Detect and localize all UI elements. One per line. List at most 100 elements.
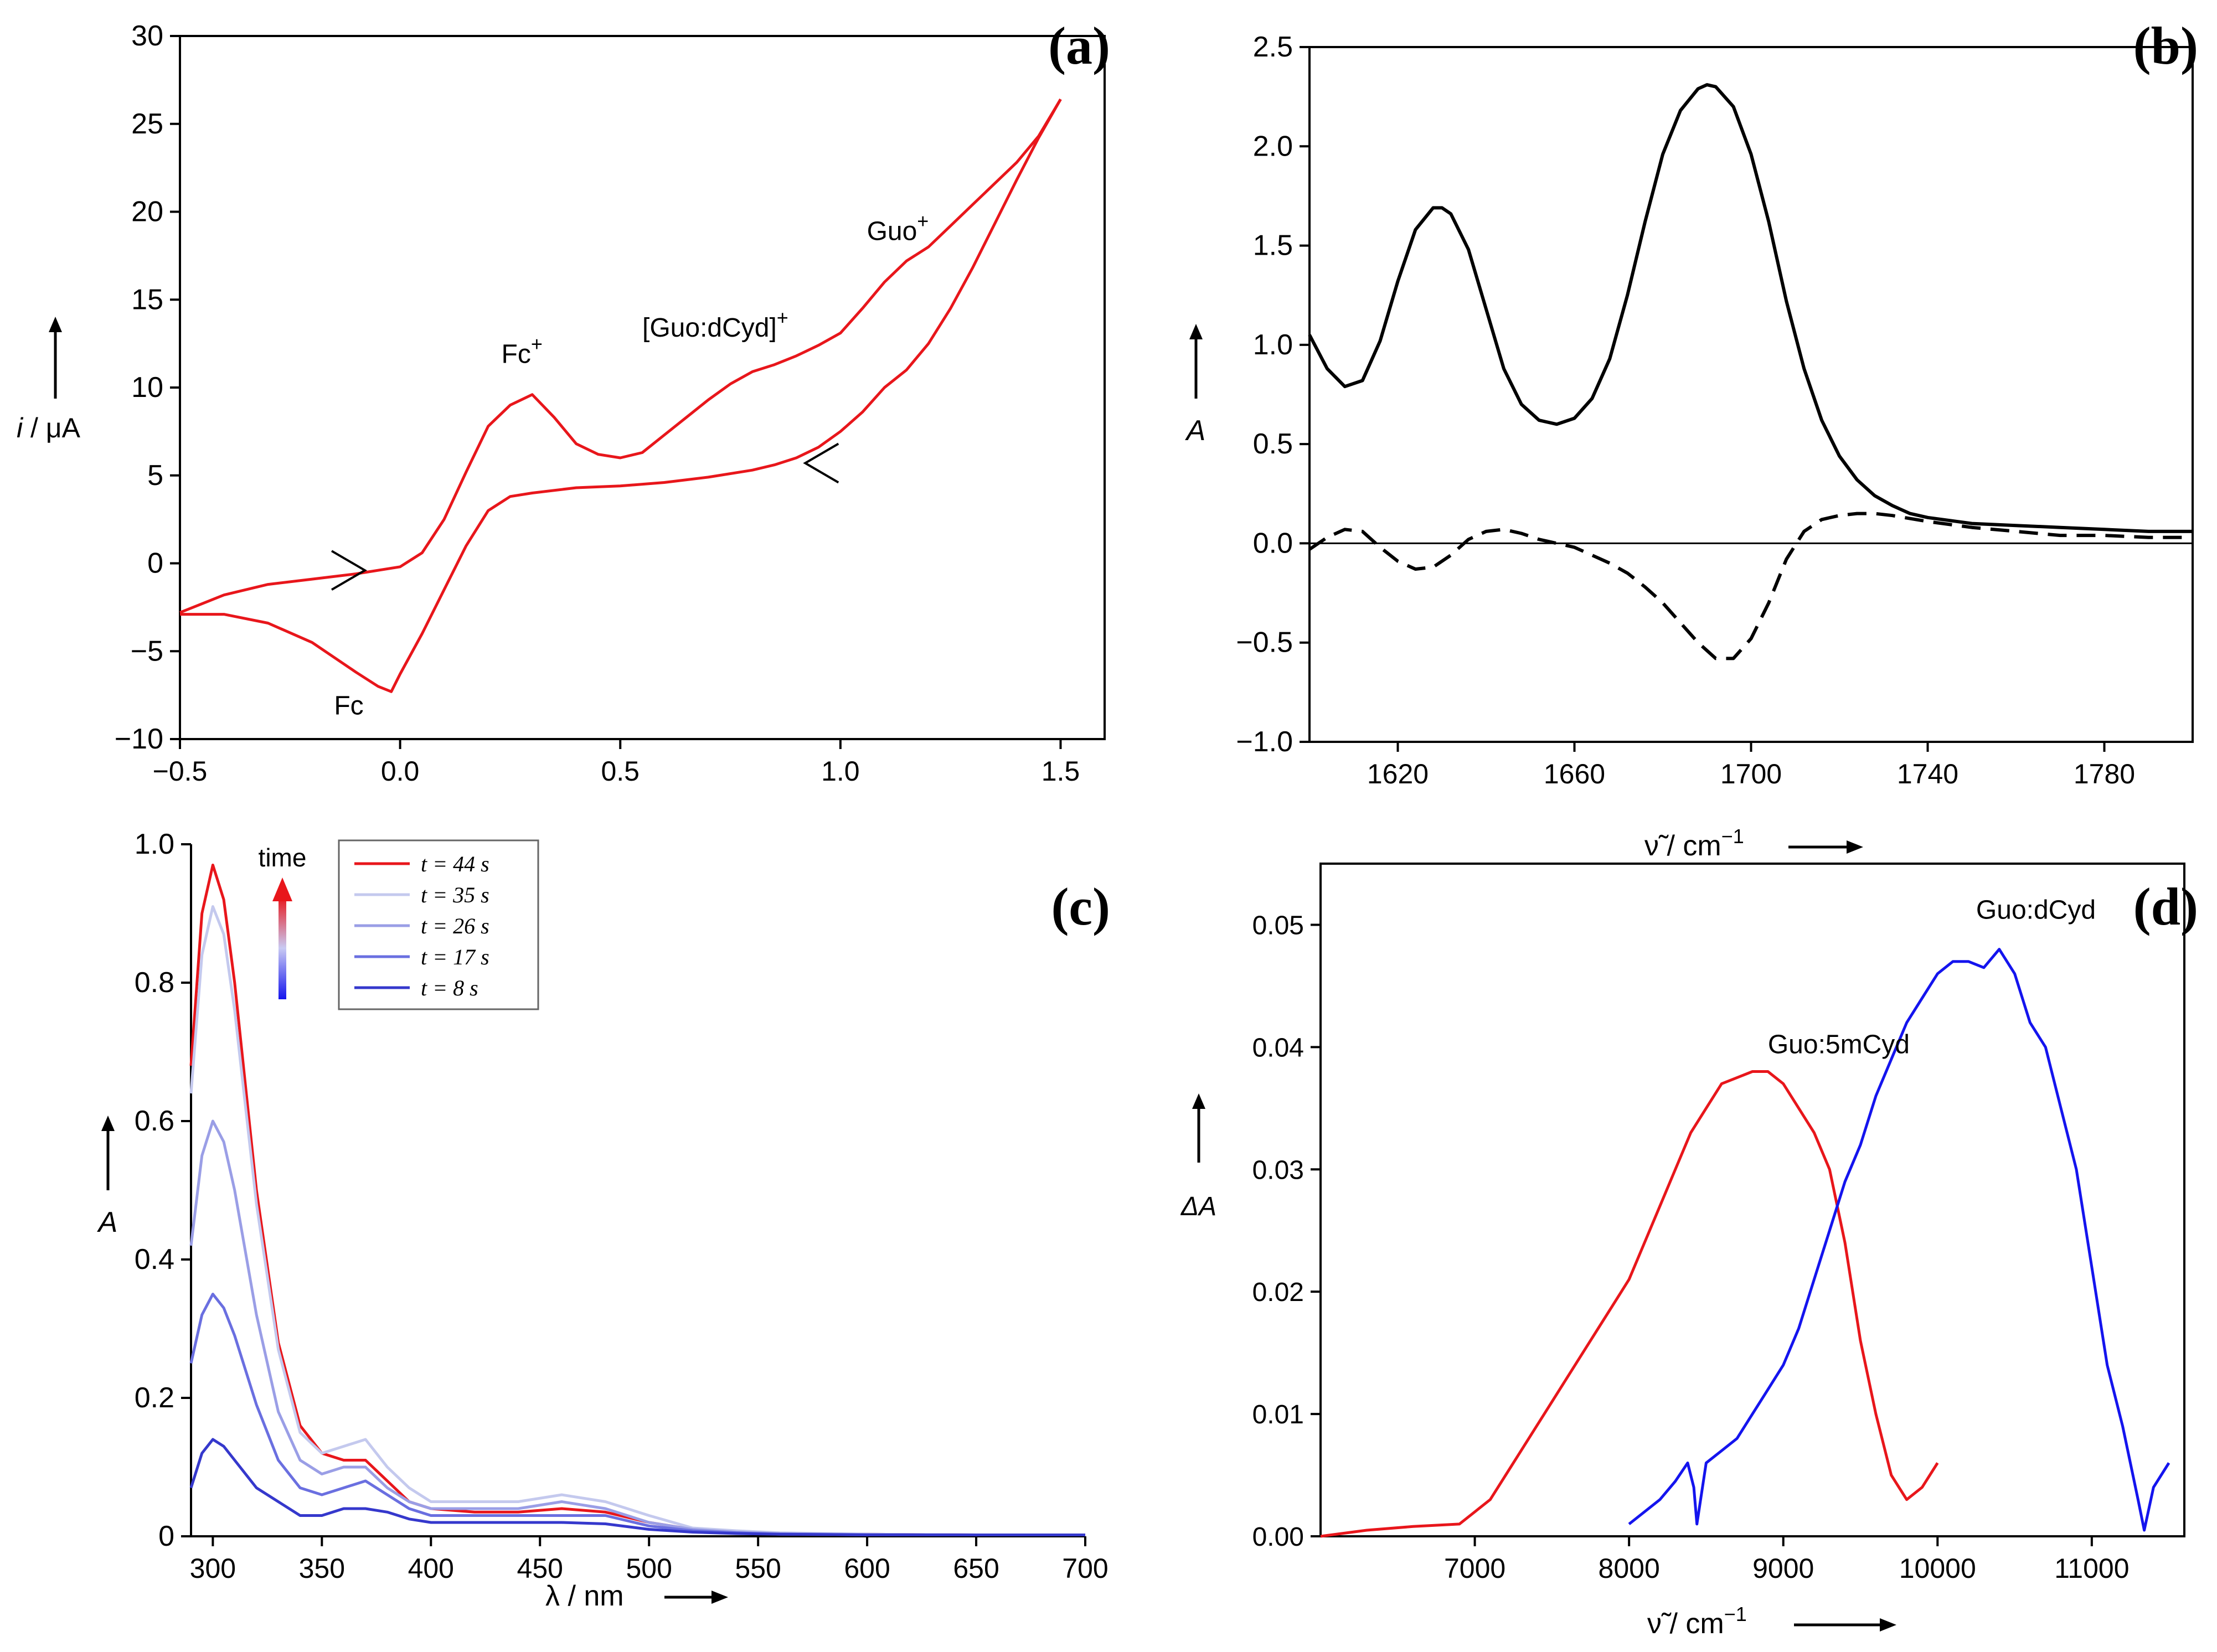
panel-d-plot: Guo:5mCyd Guo:dCyd — [1320, 895, 2170, 1538]
annotation-text: Guo:5mCyd — [1768, 1030, 1910, 1059]
panel-b-xlabel: ν̃ / cm — [1644, 830, 1721, 862]
y-tick-label: 0.01 — [1252, 1400, 1304, 1429]
legend-label: t = 44 s — [421, 851, 489, 876]
x-axis-arrow-icon — [1880, 1618, 1896, 1632]
annotation-text: Fc — [334, 691, 363, 721]
panel-a-plot: Fc+[Guo:dCyd]+Guo+Fc — [179, 99, 1062, 721]
legend-label: t = 35 s — [421, 882, 489, 907]
annotation-sup: + — [917, 209, 929, 232]
series-line-guo-5mcyd — [1320, 1070, 1939, 1538]
panel-c-axes: 300 350 400 450 500 550 600 650 700 0 0.2 0.4 0.6 0.8… — [135, 828, 1108, 1584]
panel-d-frame — [1319, 863, 2185, 1537]
x-tick-label: 300 — [190, 1553, 236, 1584]
series-line-forward — [179, 99, 1062, 614]
panel-b-axes: 1620 1660 1700 1740 1780 −1.0 −0.5 0.0 0.5 1.0 1.5… — [1236, 31, 2135, 789]
annotation-label: Fc — [334, 691, 363, 721]
y-tick-label: 1.0 — [135, 828, 174, 860]
panel-d-x-axis-label: ν̃ / cm−1 — [1647, 1603, 1896, 1640]
y-tick-label: 0.05 — [1252, 911, 1304, 940]
legend-label: t = 26 s — [421, 913, 489, 938]
x-tick-label: 600 — [844, 1553, 890, 1584]
x-tick-label: 8000 — [1599, 1553, 1660, 1584]
panel-d-label: (d) — [2133, 877, 2198, 936]
annotation-text: Guo:dCyd — [1976, 895, 2096, 925]
annotation-label: Guo+ — [867, 209, 929, 246]
series-line-guo-dcyd — [1628, 948, 2170, 1532]
annotation-sup: + — [531, 333, 543, 355]
y-tick-label: 2.5 — [1253, 31, 1293, 63]
panel-d-xlabel: ν̃ / cm — [1647, 1608, 1724, 1640]
y-tick-label: 0 — [147, 548, 163, 580]
series-line-reverse — [180, 99, 1062, 693]
panel-c-label: (c) — [1051, 877, 1110, 936]
panel-c-legend: t = 44 s t = 35 s t = 26 s t = 17 s t = 8 s — [338, 839, 539, 1010]
legend-title: time — [259, 843, 307, 872]
series-line-t-17-s — [189, 1293, 1085, 1536]
y-tick-label: 0.4 — [135, 1243, 174, 1276]
panel-a-axes: −0.5 0.0 0.5 1.0 1.5 −10 −5 0 5 10 15 20 25 30 — [115, 20, 1080, 787]
series-line-t-44-s — [189, 864, 1085, 1536]
panel-d-axes: 7000 8000 9000 10000 11000 0.00 0.01 0.02 0.03 0.… — [1252, 911, 2130, 1584]
series-line-solid — [1308, 83, 2193, 533]
annotation-text: Fc — [502, 340, 531, 369]
series-line-t-26-s — [189, 1119, 1085, 1536]
panel-c-plot — [189, 864, 1085, 1536]
panel-b-ylabel: A — [1185, 415, 1206, 447]
y-tick-label: 20 — [131, 196, 163, 228]
scan-direction-arrow-icon — [803, 442, 839, 484]
x-tick-label: 10000 — [1899, 1553, 1976, 1584]
svg-text:ν̃ / cm−1: ν̃ / cm−1 — [1644, 825, 1744, 862]
annotation-text: Guo — [867, 216, 917, 246]
panel-b: 1620 1660 1700 1740 1780 −1.0 −0.5 0.0 0.5 1.0 1.5… — [1185, 16, 2198, 862]
x-tick-label: 1780 — [2074, 758, 2135, 789]
y-tick-label: 0.2 — [135, 1382, 174, 1414]
panel-c-y-axis-label: A — [97, 1116, 117, 1238]
x-tick-label: 1.5 — [1042, 756, 1080, 787]
annotation-sup: + — [777, 306, 788, 329]
x-tick-label: 450 — [517, 1553, 563, 1584]
x-tick-label: 9000 — [1752, 1553, 1814, 1584]
panel-a-ylabel-italic: i — [17, 412, 24, 443]
time-arrow-icon — [272, 877, 292, 901]
panel-a-y-axis-label: i / μA — [17, 317, 81, 443]
panel-b-xlabel-sup: −1 — [1721, 825, 1744, 848]
annotation-label: [Guo:dCyd]+ — [642, 306, 788, 343]
y-tick-label: 15 — [131, 283, 163, 316]
panel-d-ylabel: ΔA — [1180, 1192, 1216, 1221]
x-tick-label: 700 — [1062, 1553, 1108, 1584]
y-tick-label: 0.02 — [1252, 1278, 1304, 1307]
legend-entries: t = 44 s t = 35 s t = 26 s t = 17 s t = 8 s — [354, 851, 489, 1000]
y-tick-label: 1.5 — [1253, 230, 1293, 262]
x-tick-label: 1.0 — [821, 756, 860, 787]
panel-c-x-axis-label: λ / nm — [545, 1580, 728, 1612]
y-tick-label: 5 — [147, 460, 163, 492]
y-tick-label: −0.5 — [1236, 627, 1293, 659]
legend-label: t = 8 s — [421, 975, 478, 1000]
panel-c-frame — [191, 844, 1085, 1536]
y-tick-label: 1.0 — [1253, 329, 1293, 361]
x-tick-label: 500 — [626, 1553, 672, 1584]
panel-b-y-axis-label: A — [1185, 324, 1206, 447]
y-tick-label: 30 — [131, 20, 163, 52]
y-tick-label: 2.0 — [1253, 130, 1293, 162]
annotation-label: Guo:dCyd — [1976, 895, 2096, 925]
y-axis-arrow-icon — [1192, 1093, 1205, 1109]
y-tick-label: −5 — [131, 635, 163, 667]
series-line-t-8-s — [189, 1438, 1085, 1536]
x-tick-label: 1740 — [1897, 758, 1958, 789]
y-tick-label: 25 — [131, 108, 163, 140]
x-tick-label: 11000 — [2054, 1553, 2129, 1584]
svg-text:ν̃ / cm−1: ν̃ / cm−1 — [1647, 1603, 1747, 1640]
panel-a-frame — [179, 35, 1106, 740]
panel-b-label: (b) — [2133, 16, 2198, 75]
series-line-dashed — [1308, 512, 2193, 660]
x-tick-label: 1660 — [1544, 758, 1605, 789]
y-tick-label: 0.00 — [1252, 1522, 1304, 1552]
time-gradient-bar — [279, 897, 286, 999]
annotation-label: Fc+ — [502, 333, 543, 369]
panel-b-plot — [1308, 83, 2193, 660]
y-axis-arrow-icon — [49, 317, 62, 332]
x-tick-label: −0.5 — [153, 756, 208, 787]
